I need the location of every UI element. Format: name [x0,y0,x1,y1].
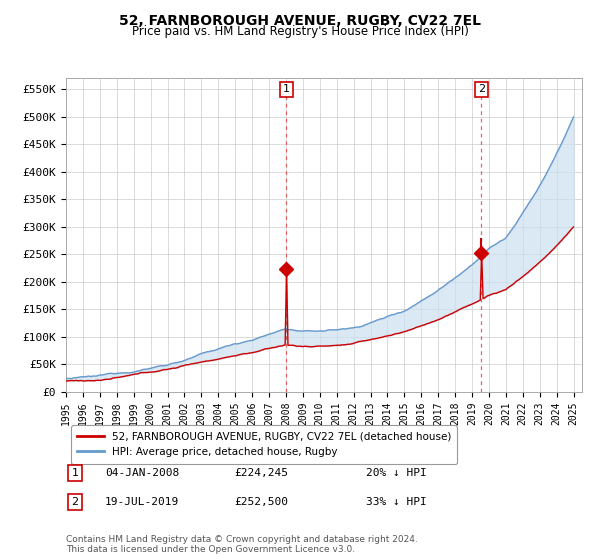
Text: £224,245: £224,245 [234,468,288,478]
Text: 1: 1 [283,85,290,95]
Text: Contains HM Land Registry data © Crown copyright and database right 2024.
This d: Contains HM Land Registry data © Crown c… [66,535,418,554]
Text: Price paid vs. HM Land Registry's House Price Index (HPI): Price paid vs. HM Land Registry's House … [131,25,469,38]
Text: £252,500: £252,500 [234,497,288,507]
Text: 52, FARNBOROUGH AVENUE, RUGBY, CV22 7EL: 52, FARNBOROUGH AVENUE, RUGBY, CV22 7EL [119,14,481,28]
Text: 1: 1 [71,468,79,478]
Text: 33% ↓ HPI: 33% ↓ HPI [366,497,427,507]
Text: 19-JUL-2019: 19-JUL-2019 [105,497,179,507]
Text: 2: 2 [478,85,485,95]
Text: 2: 2 [71,497,79,507]
Text: 20% ↓ HPI: 20% ↓ HPI [366,468,427,478]
Legend: 52, FARNBOROUGH AVENUE, RUGBY, CV22 7EL (detached house), HPI: Average price, de: 52, FARNBOROUGH AVENUE, RUGBY, CV22 7EL … [71,426,457,464]
Text: 04-JAN-2008: 04-JAN-2008 [105,468,179,478]
